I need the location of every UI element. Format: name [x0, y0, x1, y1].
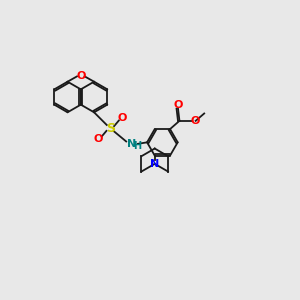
Text: O: O — [76, 71, 86, 81]
Text: H: H — [133, 141, 141, 151]
Text: O: O — [191, 116, 200, 126]
Text: O: O — [118, 113, 127, 123]
Text: S: S — [106, 122, 115, 135]
Text: O: O — [173, 100, 183, 110]
Text: N: N — [150, 159, 159, 169]
Text: N: N — [127, 139, 136, 149]
Text: O: O — [93, 134, 103, 144]
